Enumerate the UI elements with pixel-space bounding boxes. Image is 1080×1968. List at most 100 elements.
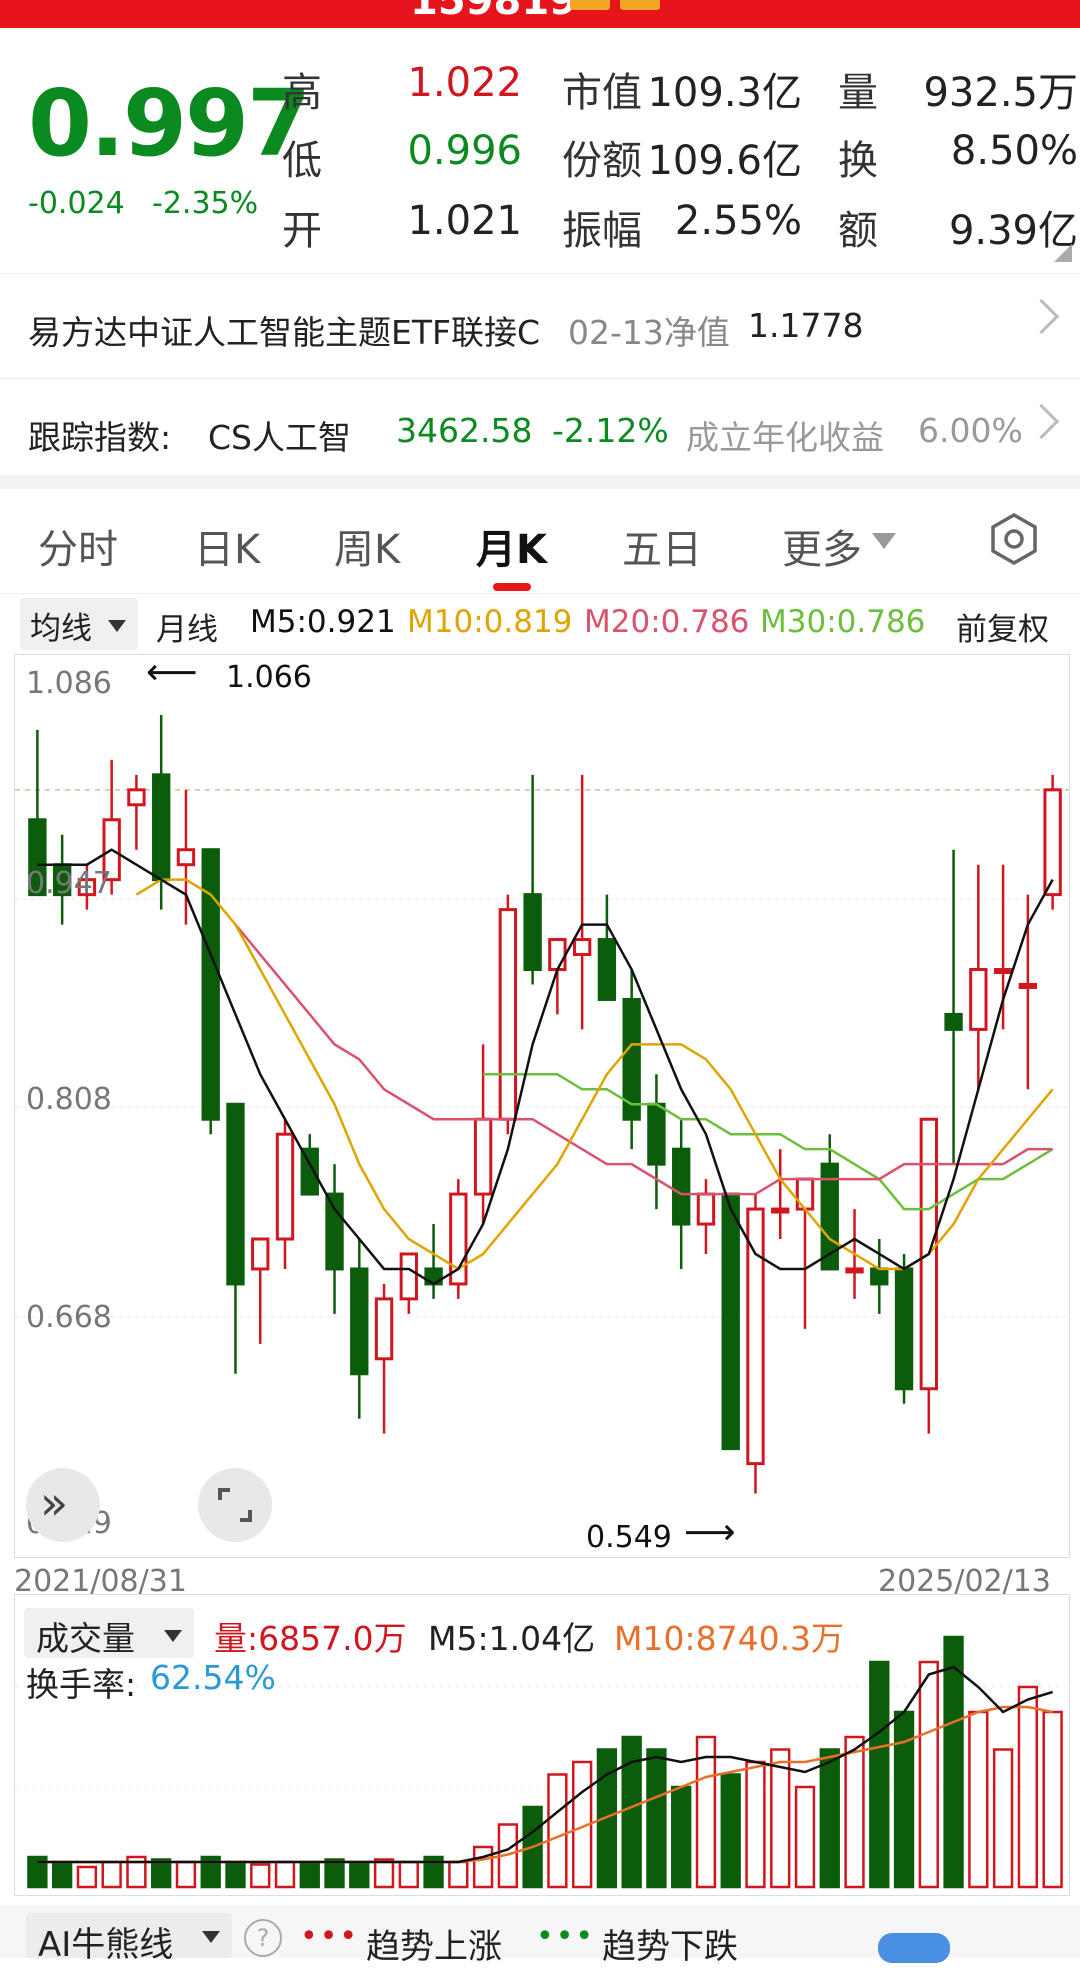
index-pct: -2.12% <box>552 411 669 450</box>
volume-bar <box>695 1735 717 1889</box>
up-candle <box>1043 774 1062 910</box>
section-divider <box>0 475 1080 489</box>
start-date: 2021/08/31 <box>14 1564 187 1599</box>
volume-value: 932.5万 <box>923 70 1078 116</box>
ma20-value: M20:0.786 <box>584 604 750 640</box>
annual-label: 成立年化收益 <box>686 418 884 457</box>
help-icon[interactable]: ? <box>244 1919 282 1957</box>
trend-down-label: 趋势下跌 <box>602 1927 738 1967</box>
candle-body <box>993 967 1013 974</box>
up-candle <box>572 774 592 1030</box>
index-value: 3462.58 <box>396 411 533 450</box>
candle-body <box>498 908 518 1121</box>
candle-body <box>1043 788 1062 897</box>
ma5-value: M5:0.921 <box>250 604 396 640</box>
candle-body <box>449 1192 468 1286</box>
volume-bar <box>51 1860 73 1889</box>
volume-dropdown[interactable]: 成交量 <box>24 1608 194 1658</box>
tab-monthly-k[interactable]: 月K <box>476 527 547 573</box>
down-candle <box>523 774 542 985</box>
high-label: 高 <box>282 70 322 116</box>
active-tab-underline <box>493 583 531 591</box>
volume-bar <box>844 1735 865 1889</box>
fund-row[interactable]: 易方达中证人工智能主题ETF联接C 02-13净值 1.1778 <box>0 273 1080 374</box>
volume-chart[interactable] <box>14 1594 1070 1896</box>
expand-corner-icon[interactable] <box>1054 244 1072 262</box>
volume-bar <box>423 1855 444 1889</box>
index-row[interactable]: 跟踪指数: CS人工智 3462.58 -2.12% 成立年化收益 6.00% <box>0 378 1080 479</box>
share-value: 109.6亿 <box>647 138 802 184</box>
candle-body <box>275 1132 295 1241</box>
volume-bar <box>1017 1685 1039 1889</box>
caret-down-icon <box>108 620 126 632</box>
volume-bar <box>225 1860 246 1889</box>
volume-label: 量 <box>838 70 878 116</box>
candle-body <box>845 1267 864 1274</box>
ma10-line <box>135 878 1054 1271</box>
scroll-right-button[interactable]: » <box>26 1468 100 1542</box>
up-candle <box>449 1179 468 1299</box>
candle-body <box>523 893 542 971</box>
tab-more[interactable]: 更多 <box>782 527 862 573</box>
amp-value: 2.55% <box>674 198 802 244</box>
amp-label: 振幅 <box>562 208 642 254</box>
price-change: -0.024 <box>28 186 125 221</box>
down-candle <box>350 1239 369 1419</box>
y-axis-label: 0.668 <box>26 1300 112 1335</box>
candle-body <box>672 1147 691 1226</box>
down-candle <box>944 849 963 1165</box>
y-axis-label: 0.947 <box>26 866 112 901</box>
candle-body <box>28 818 47 897</box>
volume-bar <box>968 1710 989 1889</box>
ma10-value: M10:0.819 <box>407 604 573 640</box>
candle-body <box>127 788 146 807</box>
adjust-option[interactable]: 前复权 <box>956 612 1049 648</box>
volume-svg <box>15 1635 1069 1889</box>
volume-bar <box>1042 1710 1063 1889</box>
up-candle <box>498 894 518 1135</box>
tab-intraday[interactable]: 分时 <box>38 527 118 573</box>
candle-body <box>77 878 97 897</box>
volume-bar <box>274 1860 296 1889</box>
kline-chart[interactable] <box>14 654 1070 1558</box>
candle-body <box>399 1252 418 1301</box>
volume-bar <box>745 1760 766 1889</box>
candle-body <box>721 1192 740 1451</box>
annual-value: 6.00% <box>918 411 1023 450</box>
turnover-value: 8.50% <box>950 128 1078 174</box>
ma30-line <box>483 1073 1054 1211</box>
candle-body <box>572 938 592 957</box>
tag-icon <box>620 0 660 10</box>
ma30-value: M30:0.786 <box>760 604 926 640</box>
tab-daily-k[interactable]: 日K <box>194 527 261 573</box>
tab-five-day[interactable]: 五日 <box>622 527 702 573</box>
volume-m5: M5:1.04亿 <box>428 1619 596 1658</box>
volume-bar <box>373 1858 395 1889</box>
candle-body <box>894 1267 914 1391</box>
ai-indicator-dropdown[interactable]: AI牛熊线 <box>26 1913 232 1965</box>
max-arrow-icon: ⟵ <box>146 652 198 693</box>
fullscreen-button[interactable] <box>198 1468 272 1542</box>
volume-bar <box>151 1858 172 1889</box>
volume-bar <box>992 1748 1014 1889</box>
candle-body <box>647 1102 666 1166</box>
tab-weekly-k[interactable]: 周K <box>334 527 401 573</box>
caret-down-icon <box>872 533 896 549</box>
candle-body <box>201 848 220 1121</box>
up-candle <box>399 1252 418 1314</box>
candle-body <box>325 1192 344 1271</box>
volume-bar <box>324 1858 345 1889</box>
caret-down-icon <box>164 1630 182 1642</box>
settings-hexagon-icon[interactable] <box>988 513 1040 565</box>
volume-bar <box>448 1860 469 1889</box>
ma-dropdown[interactable]: 均线 <box>20 598 138 650</box>
volume-bar <box>101 1860 122 1889</box>
volume-bar <box>943 1635 964 1889</box>
toggle-button[interactable] <box>878 1933 950 1963</box>
down-candle <box>622 969 641 1150</box>
up-candle <box>969 864 988 1090</box>
y-axis-label: 0.808 <box>26 1082 112 1117</box>
ma5-line <box>37 848 1054 1286</box>
down-candle <box>870 1239 889 1314</box>
caret-down-icon <box>202 1931 220 1943</box>
